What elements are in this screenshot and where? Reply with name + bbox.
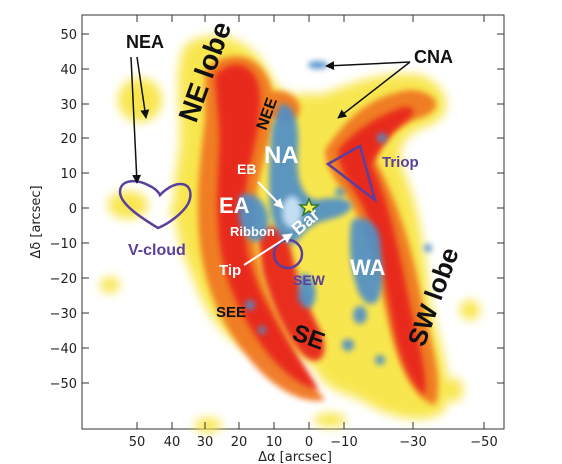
- x-tick-label: 50: [129, 435, 146, 450]
- bright-core: [282, 196, 302, 228]
- y-tick-label: −20: [50, 272, 77, 287]
- label-sew: SEW: [293, 272, 326, 288]
- y-tick-label: 20: [60, 132, 77, 147]
- y-tick-label: 10: [60, 167, 77, 182]
- x-tick-label: −30: [399, 435, 426, 450]
- y-axis-title: Δδ [arcsec]: [29, 185, 44, 258]
- triop-outline: [325, 144, 378, 204]
- label-nea: NEA: [126, 32, 164, 52]
- label-see: SEE: [216, 304, 246, 321]
- center-star-marker: [297, 197, 321, 217]
- x-axis-title: Δα [arcsec]: [258, 450, 332, 464]
- label-wa: WA: [350, 255, 386, 280]
- label-tip: Tip: [219, 262, 241, 279]
- axis-ticks: [82, 15, 504, 429]
- label-cna: CNA: [414, 47, 453, 67]
- v-cloud-outline: [118, 179, 192, 230]
- x-tick-label: 10: [266, 435, 283, 450]
- x-tick-label: 40: [164, 435, 181, 450]
- y-tick-label: 0: [69, 202, 77, 217]
- x-tick-label: 30: [197, 435, 214, 450]
- emission-map: [100, 36, 480, 432]
- label-v-cloud: V-cloud: [128, 242, 186, 259]
- x-tick-label: 0: [305, 435, 313, 450]
- annotation-arrows: [130, 56, 411, 266]
- y-tick-label: 30: [60, 98, 77, 113]
- y-tick-labels: 50 40 30 20 10 0 −10 −20 −30 −40 −50: [50, 28, 77, 392]
- label-na: NA: [264, 142, 299, 169]
- label-ribbon: Ribbon: [230, 224, 275, 239]
- label-eb: EB: [237, 161, 256, 177]
- x-tick-labels: 50 40 30 20 10 0 −10 −30 −50: [129, 435, 498, 450]
- y-tick-label: −40: [50, 342, 77, 357]
- x-tick-label: −10: [330, 435, 357, 450]
- x-tick-label: 20: [231, 435, 248, 450]
- y-tick-label: −10: [50, 237, 77, 252]
- y-tick-label: −50: [50, 377, 77, 392]
- y-tick-label: 50: [60, 28, 77, 43]
- label-ea: EA: [219, 193, 250, 218]
- label-triop: Triop: [382, 154, 419, 171]
- y-tick-label: 40: [60, 63, 77, 78]
- x-tick-label: −50: [470, 435, 497, 450]
- y-tick-label: −30: [50, 307, 77, 322]
